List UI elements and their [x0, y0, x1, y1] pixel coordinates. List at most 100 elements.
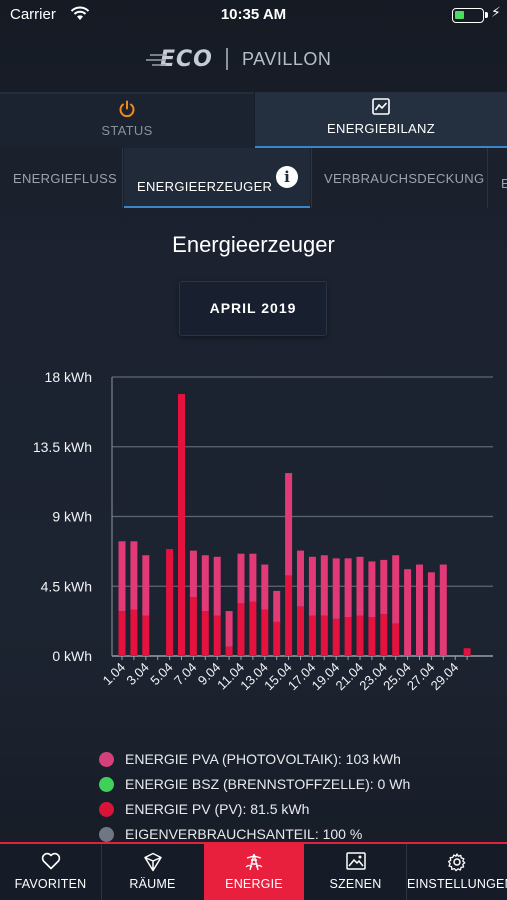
bar-pv	[237, 603, 245, 656]
energy-bar-chart: 0 kWh 4.5 kWh 9 kWh 13.5 kWh 18 kWh 1.043.045…	[33, 369, 493, 694]
bar-pva	[344, 558, 352, 618]
bar-pva	[118, 541, 126, 612]
legend-dot	[99, 777, 114, 792]
tab-energiebilanz[interactable]: ENERGIEBILANZ	[255, 92, 507, 148]
energy-tower-icon	[204, 852, 304, 872]
subtab-verbrauchsdeckung-label: VERBRAUCHSDECKUNG	[324, 171, 485, 186]
bar-pv	[261, 609, 269, 656]
y-tick-label: 4.5 kWh	[41, 578, 92, 594]
subtab-energiefluss-label: ENERGIEFLUSS	[13, 171, 118, 186]
bar-pv	[273, 621, 281, 656]
info-icon[interactable]: i	[276, 166, 298, 188]
bar-pva	[416, 564, 423, 656]
legend-label: ENERGIE PV (PV): 81.5 kWh	[125, 801, 310, 817]
bar-pv	[308, 615, 316, 656]
bar-pv	[130, 609, 138, 656]
bar-pva	[189, 550, 197, 598]
battery-icon	[452, 8, 484, 23]
bar-pv	[249, 601, 257, 656]
bar-pv	[356, 615, 364, 656]
nav-einstellungen[interactable]: EINSTELLUNGEN	[407, 844, 507, 900]
subtab-divider	[311, 148, 312, 208]
bar-pv	[344, 617, 352, 656]
bar-pv	[332, 618, 340, 656]
legend-dot	[99, 752, 114, 767]
nav-einstellungen-label: EINSTELLUNGEN	[407, 877, 507, 891]
y-tick-label: 9 kWh	[52, 509, 92, 525]
carrier-label: Carrier	[10, 6, 56, 23]
bar-pv	[320, 615, 328, 656]
nav-divider	[406, 844, 407, 900]
bar-pv	[463, 648, 471, 656]
bar-pva	[380, 559, 388, 615]
bar-pva	[273, 590, 281, 622]
charging-icon: ⚡	[491, 5, 501, 21]
nav-raeume-label: RÄUME	[129, 877, 176, 891]
bar-pv	[166, 549, 174, 656]
legend-label: ENERGIE BSZ (BRENNSTOFFZELLE): 0 Wh	[125, 776, 411, 792]
subtab-energieerzeuger-label: ENERGIEERZEUGER	[137, 179, 273, 194]
cube-icon	[102, 852, 203, 872]
x-tick-label: 7.04	[171, 660, 200, 689]
tab-energiebilanz-label: ENERGIEBILANZ	[327, 121, 435, 136]
legend-label: EIGENVERBRAUCHSANTEIL: 100 %	[125, 826, 363, 842]
bar-pva	[225, 611, 233, 647]
bar-pva	[439, 564, 447, 656]
bar-pva	[308, 556, 316, 616]
nav-energie[interactable]: ENERGIE	[204, 844, 304, 900]
bar-pv	[213, 615, 221, 656]
bottom-navigation: FAVORITEN RÄUME ENERGIE SZENEN EINSTELLU…	[0, 842, 507, 900]
bar-pva	[297, 550, 304, 607]
image-icon	[305, 852, 406, 872]
x-tick-label: 5.04	[147, 660, 176, 689]
bar-pv	[189, 597, 197, 656]
logo-name: PAVILLON	[242, 49, 332, 69]
bar-pv	[392, 623, 400, 656]
nav-favoriten[interactable]: FAVORITEN	[0, 844, 101, 900]
chart-image-icon	[255, 98, 507, 116]
tab-status-label: STATUS	[101, 123, 153, 138]
x-tick-label: 3.04	[123, 660, 152, 689]
nav-szenen-label: SZENEN	[329, 877, 382, 891]
bar-pv	[368, 617, 376, 656]
status-bar: Carrier 10:35 AM ⚡	[0, 0, 507, 30]
subtab-next-label: E	[501, 176, 507, 191]
bar-pv	[178, 394, 185, 656]
logo-brand: ECO	[146, 47, 213, 72]
nav-raeume[interactable]: RÄUME	[102, 844, 203, 900]
bar-pva	[285, 473, 293, 576]
gear-icon	[407, 852, 507, 872]
bar-pva	[237, 553, 245, 604]
bar-pva	[368, 561, 376, 618]
month-selector-button[interactable]: APRIL 2019	[179, 281, 327, 336]
bar-pva	[404, 569, 412, 656]
legend-dot	[99, 802, 114, 817]
bar-pv	[285, 575, 293, 656]
x-tick-label: 29.04	[428, 660, 462, 694]
bar-pva	[261, 564, 269, 610]
y-tick-label: 13.5 kWh	[33, 439, 92, 455]
bar-pva	[320, 555, 328, 616]
bar-pv	[225, 646, 233, 656]
y-tick-label: 0 kWh	[52, 648, 92, 664]
bar-pva	[249, 553, 257, 602]
logo-divider	[226, 48, 228, 70]
main-tabs: STATUS ENERGIEBILANZ	[0, 92, 507, 148]
subtab-energiefluss[interactable]: ENERGIEFLUSS	[0, 148, 122, 208]
battery-tip	[485, 12, 488, 18]
tab-status[interactable]: STATUS	[0, 92, 254, 148]
bar-pva	[201, 555, 209, 612]
app-logo: ECO PAVILLON	[0, 44, 507, 74]
legend-dot	[99, 827, 114, 842]
sub-tabs: ENERGIEFLUSS ENERGIEERZEUGER VERBRAUCHSD…	[0, 148, 507, 208]
bar-pva	[427, 572, 435, 656]
subtab-verbrauchsdeckung[interactable]: VERBRAUCHSDECKUNG	[312, 148, 486, 208]
nav-szenen[interactable]: SZENEN	[305, 844, 406, 900]
bar-pva	[392, 555, 400, 624]
wifi-icon	[70, 6, 90, 25]
subtab-next[interactable]: E	[488, 148, 507, 208]
heart-icon	[0, 852, 101, 872]
bar-pv	[201, 611, 209, 656]
logo-brand-text: ECO	[160, 47, 213, 72]
bar-pv	[118, 611, 126, 656]
